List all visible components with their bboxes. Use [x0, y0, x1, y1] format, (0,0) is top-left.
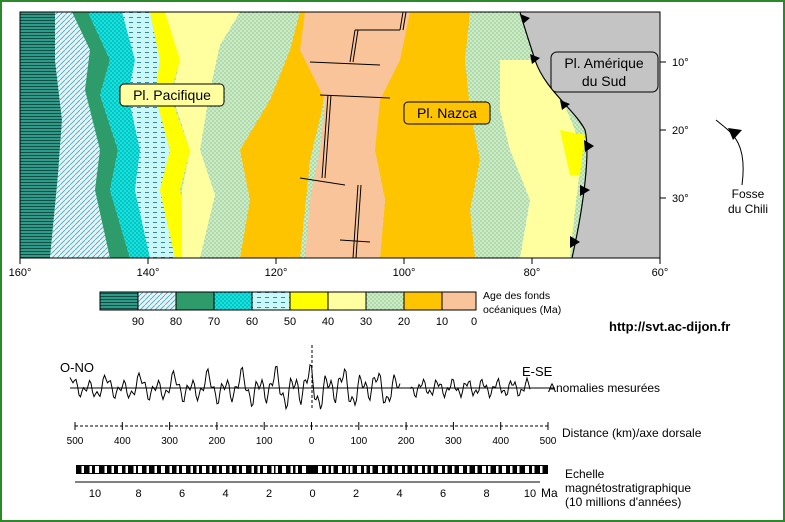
timescale-tick: 8	[483, 488, 489, 500]
lat-tick: 20°	[672, 125, 689, 137]
ridge-axis	[299, 12, 407, 258]
distance-tick: 400	[492, 436, 509, 447]
west-label: O-NO	[60, 360, 94, 375]
pacific-plate-label: Pl. Pacifique	[133, 87, 211, 103]
zone-0-10	[300, 12, 410, 258]
zone-30-40	[165, 12, 240, 258]
legend-tick: 0	[471, 316, 477, 328]
timescale-tick: 6	[179, 488, 185, 500]
zone-30-40-east	[500, 60, 580, 258]
south-america-plate-label-line1: Pl. Amérique	[564, 55, 644, 71]
website-url: http://svt.ac-dijon.fr	[609, 319, 730, 334]
distance-tick: 100	[350, 436, 367, 447]
legend-swatch-40-50	[290, 292, 328, 310]
legend-tick: 30	[360, 316, 372, 328]
timescale-tick: 10	[89, 488, 101, 500]
timescale-tick: 8	[135, 488, 141, 500]
lon-tick: 160°	[9, 267, 32, 279]
legend-swatch-10-20	[404, 292, 442, 310]
distance-tick: 300	[161, 436, 178, 447]
south-america-plate-label-line2: du Sud	[582, 73, 626, 89]
latitude-axis: 10° 20° 30°	[660, 57, 689, 205]
lat-tick: 30°	[672, 193, 689, 205]
distance-tick: 0	[309, 436, 315, 447]
trench-label-line1: Fosse	[732, 187, 765, 201]
legend-tick: 90	[132, 316, 144, 328]
legend-tick: 80	[170, 316, 182, 328]
legend-swatch-30-40	[328, 292, 366, 310]
magnetic-profile: O-NO E-SE Anomalies mesurées	[60, 345, 660, 411]
zone-80-90	[50, 12, 110, 258]
trench-label-line2: du Chili	[728, 202, 768, 216]
lon-tick: 120°	[265, 267, 288, 279]
age-map	[20, 12, 660, 258]
zone-90-100	[20, 12, 62, 258]
zone-70-80	[72, 12, 130, 258]
legend-tick: 70	[208, 316, 220, 328]
legend-title-line2: océaniques (Ma)	[483, 304, 561, 316]
timescale-tick: 4	[396, 488, 402, 500]
legend-swatch-70-80	[176, 292, 214, 310]
lon-tick: 80°	[524, 267, 541, 279]
timescale-tick: 10	[524, 488, 536, 500]
longitude-axis: 160° 140° 120° 100° 80° 60°	[9, 258, 669, 279]
legend-swatch-80-90	[138, 292, 176, 310]
timescale-tick: 6	[440, 488, 446, 500]
distance-tick: 300	[445, 436, 462, 447]
distance-axis: 500 400 300 200 100 0 100 200 300 400 500 Distance…	[67, 422, 702, 447]
nazca-plate-label: Pl. Nazca	[417, 105, 477, 121]
timescale-unit: Ma	[541, 486, 558, 500]
legend-swatch-0-10	[442, 292, 476, 310]
distance-tick: 400	[114, 436, 131, 447]
timescale-tick: 0	[309, 488, 315, 500]
anomaly-curve	[69, 364, 531, 411]
lon-tick: 60°	[652, 267, 669, 279]
east-label: E-SE	[522, 364, 553, 379]
timescale-label-line2: magnétostratigraphique	[565, 481, 691, 495]
distance-tick: 500	[67, 436, 84, 447]
legend-tick: 40	[322, 316, 334, 328]
magnetostratigraphic-scale: 10 8 6 4 2 0 2 4 6 8 10 Ma Echelle magnétostratigr…	[75, 465, 691, 509]
distance-label: Distance (km)/axe dorsale	[562, 426, 702, 440]
lat-tick: 10°	[672, 57, 689, 69]
legend-swatch-50-60	[252, 292, 290, 310]
legend-swatch-60-70	[214, 292, 252, 310]
zone-60-70	[88, 12, 150, 258]
distance-tick: 200	[398, 436, 415, 447]
legend-tick: 20	[398, 316, 410, 328]
timescale-tick: 2	[353, 488, 359, 500]
legend-tick: 50	[284, 316, 296, 328]
age-legend: 90 80 70 60 50 40 30 20 10 0 Age des fon…	[99, 290, 561, 328]
legend-tick: 10	[436, 316, 448, 328]
timescale-label-line3: (10 millions d'années)	[565, 495, 681, 509]
zone-40-50	[150, 12, 195, 258]
anomalies-label: Anomalies mesurées	[548, 381, 660, 395]
lon-tick: 100°	[393, 267, 416, 279]
legend-swatch-20-30	[366, 292, 404, 310]
timescale-tick: 4	[222, 488, 228, 500]
lon-tick: 140°	[137, 267, 160, 279]
timescale-label-line1: Echelle	[565, 467, 605, 481]
timescale-tick: 2	[266, 488, 272, 500]
distance-tick: 500	[540, 436, 557, 447]
zone-10-20-east	[370, 12, 480, 258]
trench-pointer	[715, 119, 744, 186]
distance-tick: 200	[209, 436, 226, 447]
legend-tick: 60	[246, 316, 258, 328]
legend-title-line1: Age des fonds	[483, 290, 550, 302]
legend-swatch-90-100	[100, 292, 138, 310]
distance-tick: 100	[256, 436, 273, 447]
map-border	[19, 11, 661, 259]
zone-50-60	[122, 12, 175, 258]
